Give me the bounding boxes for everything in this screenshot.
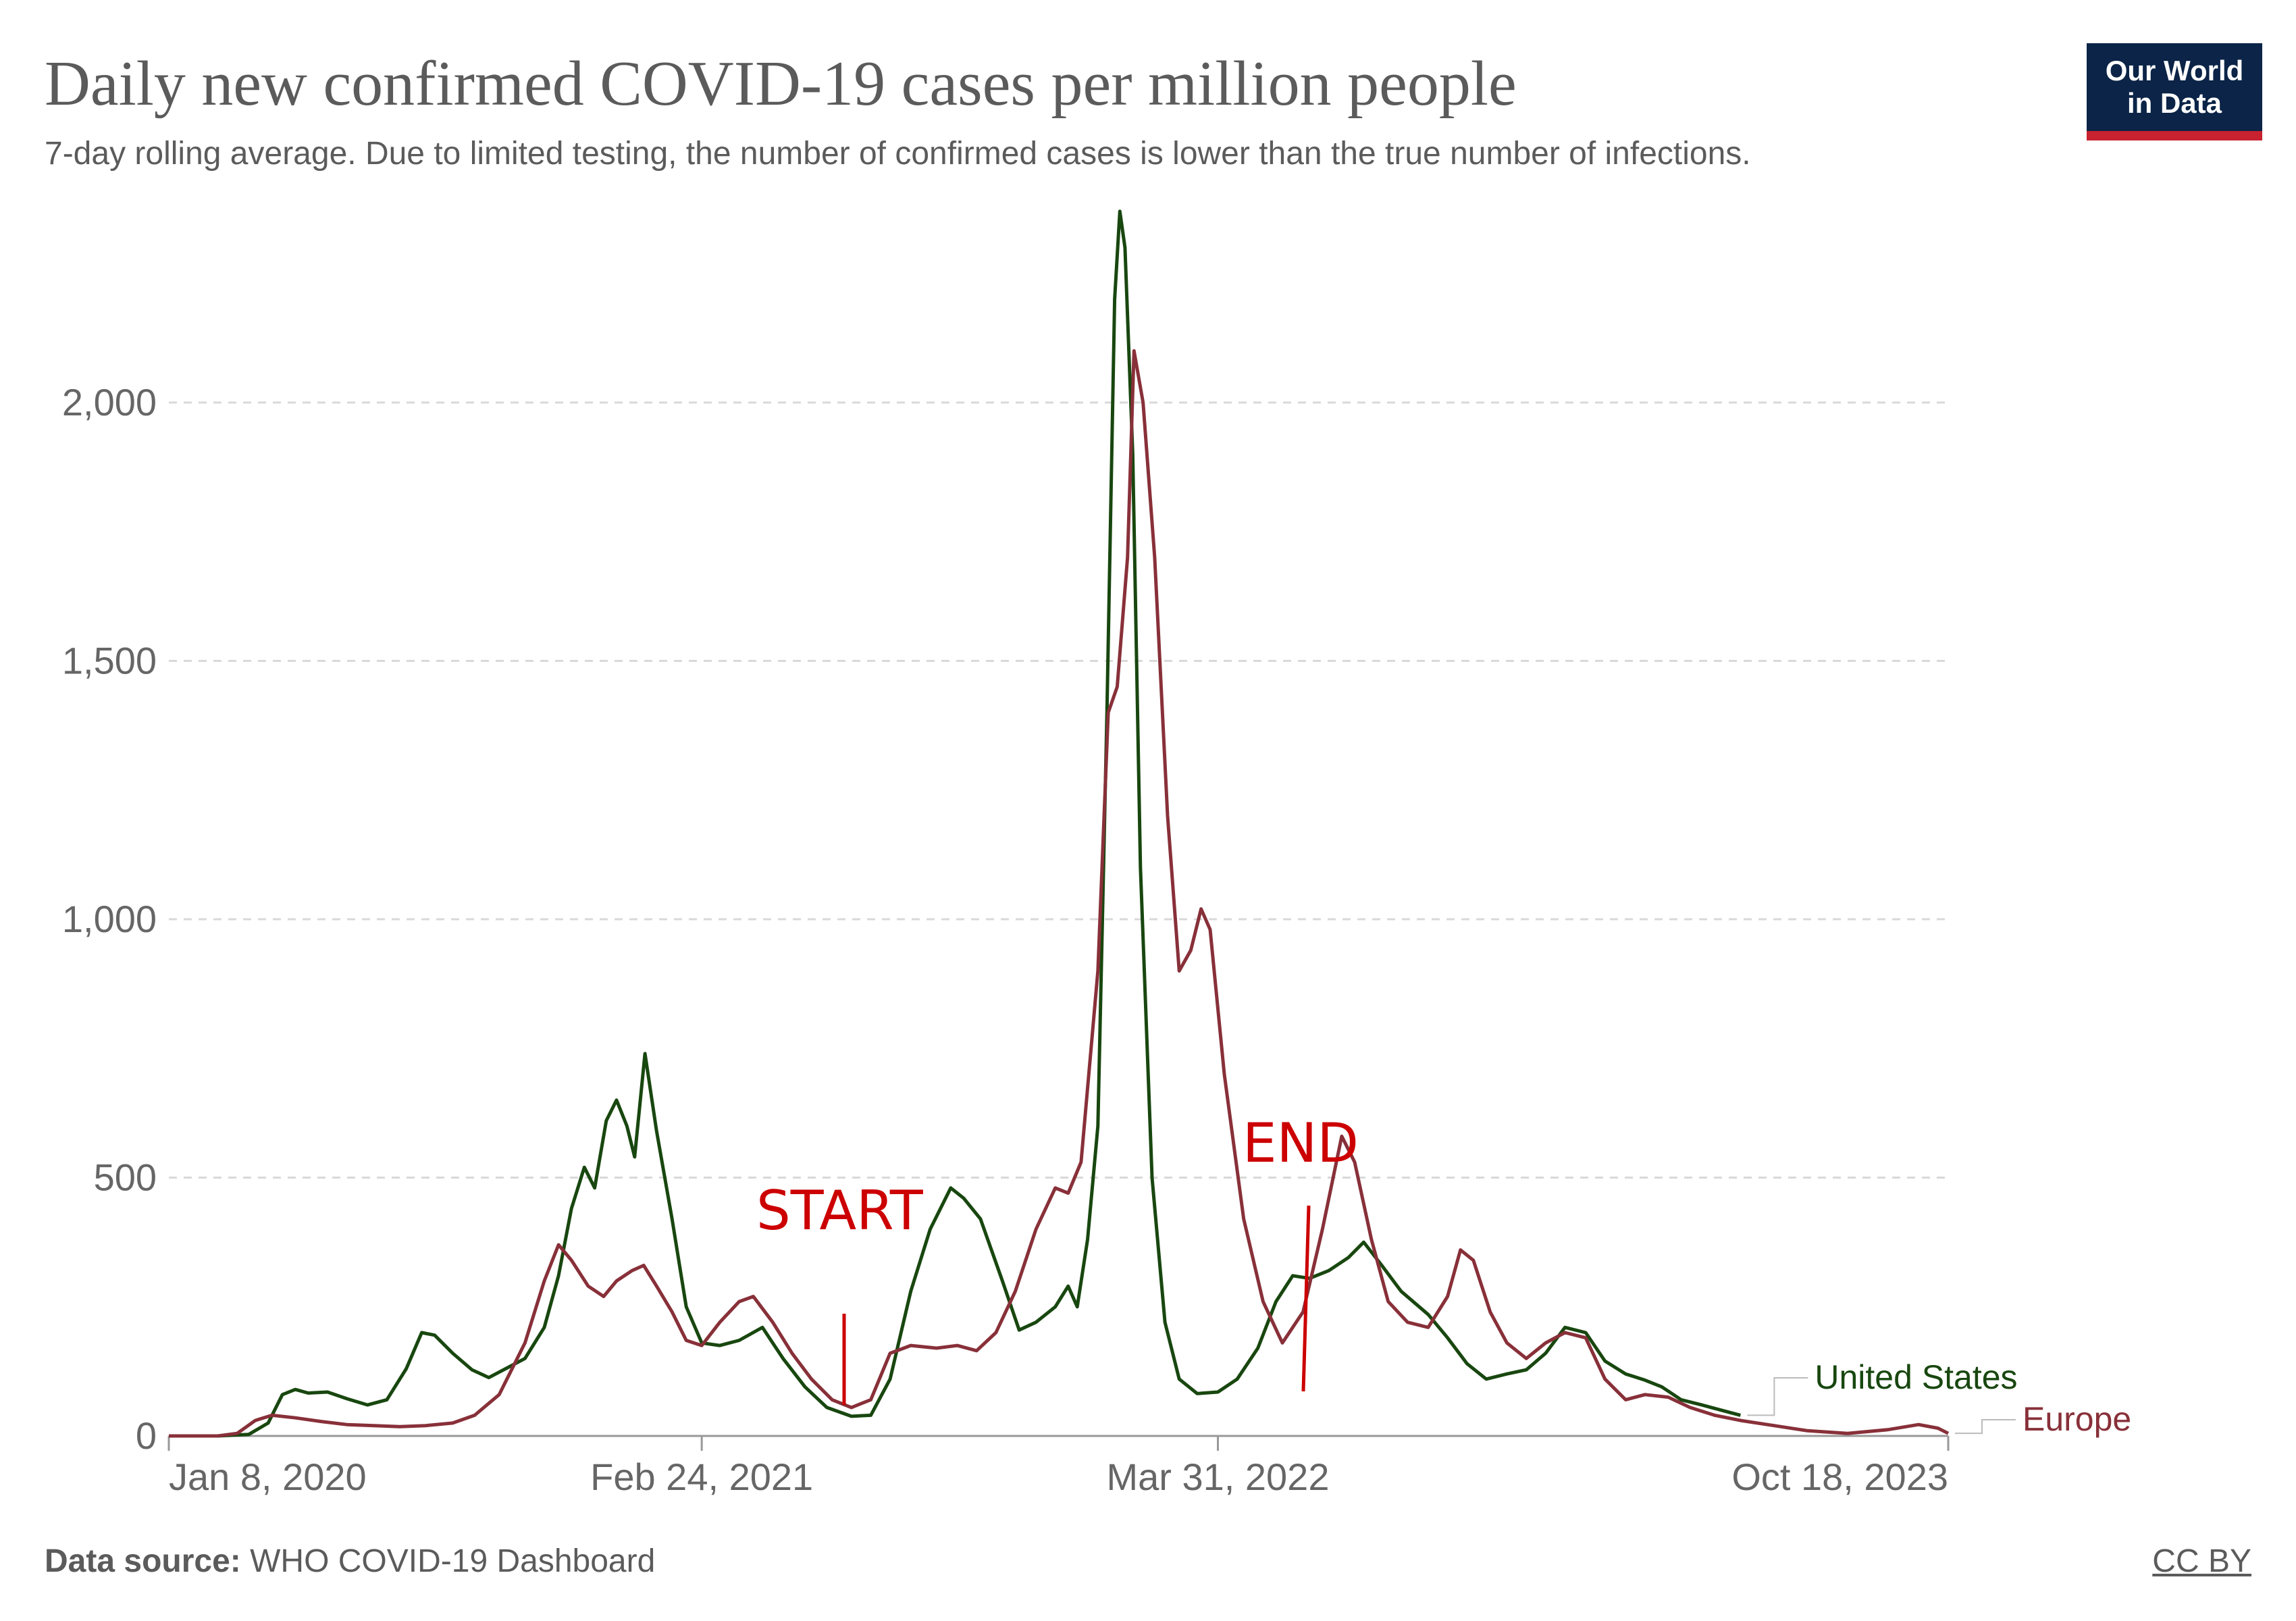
x-tick-label: Jan 8, 2020 xyxy=(169,1456,367,1498)
license-link[interactable]: CC BY xyxy=(2152,1543,2251,1579)
legend-connector xyxy=(1955,1419,2016,1435)
annotations: START END xyxy=(756,1112,1359,1405)
series-line xyxy=(169,349,1950,1438)
end-label: END xyxy=(1243,1112,1359,1175)
series-lines xyxy=(169,209,1950,1438)
gridlines xyxy=(169,401,1948,1179)
chart-title: Daily new confirmed COVID-19 cases per m… xyxy=(45,49,1517,119)
x-tick-label: Feb 24, 2021 xyxy=(590,1456,813,1498)
x-axis: Jan 8, 2020 Feb 24, 2021 Mar 31, 2022 Oct 1… xyxy=(167,1435,1950,1498)
start-label: START xyxy=(756,1179,924,1242)
logo-line-1: Our World xyxy=(2105,55,2244,86)
x-tick-label: Mar 31, 2022 xyxy=(1106,1456,1329,1498)
y-tick-label: 500 xyxy=(94,1156,157,1199)
legend-label: United States xyxy=(1815,1358,2017,1396)
data-source-label: Data source: xyxy=(45,1543,241,1579)
y-tick-label: 0 xyxy=(136,1414,157,1457)
logo-line-2: in Data xyxy=(2127,87,2222,119)
owid-logo[interactable]: Our World in Data xyxy=(2087,43,2262,140)
legend-label: Europe xyxy=(2023,1400,2131,1438)
y-axis-ticks: 0 500 1,000 1,500 2,000 xyxy=(62,381,157,1457)
chart-subtitle: 7-day rolling average. Due to limited te… xyxy=(45,136,1751,172)
y-tick-label: 1,500 xyxy=(62,640,157,682)
legend-connector xyxy=(1747,1377,1808,1416)
series-line xyxy=(169,209,1742,1438)
x-tick-label: Oct 18, 2023 xyxy=(1731,1456,1948,1498)
y-tick-label: 1,000 xyxy=(62,898,157,940)
data-source: Data source: WHO COVID-19 Dashboard xyxy=(45,1543,655,1580)
y-tick-label: 2,000 xyxy=(62,381,157,423)
data-source-text: WHO COVID-19 Dashboard xyxy=(240,1543,656,1579)
end-marker-line xyxy=(1301,1205,1311,1392)
